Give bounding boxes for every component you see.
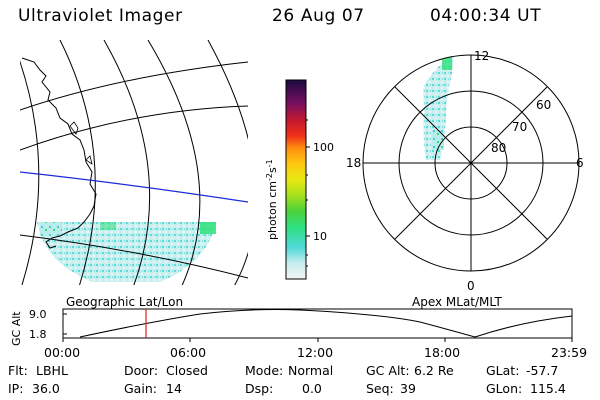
glon-value: 115.4 <box>530 381 566 396</box>
ip-label: IP: <box>8 381 24 396</box>
orbit-xtick-0600: 06:00 <box>170 345 207 360</box>
coastline <box>21 57 97 249</box>
colorbar-unit-label: photon cm-2s-1 <box>265 159 279 240</box>
colorbar-scale <box>285 79 307 280</box>
gc-alt-label: GC Alt: <box>366 363 410 378</box>
mlt-label-18: 18 <box>346 156 361 170</box>
mlat-label-80: 80 <box>491 141 506 155</box>
polar-aurora-image <box>423 56 454 160</box>
orbit-altitude-plot: GC Alt 9.0 1.8 <box>10 308 573 346</box>
orbit-xtick-2359: 23:59 <box>551 345 588 360</box>
geo-swath-bright-mid <box>100 222 116 230</box>
polar-plot: 12 18 6 0 60 70 80 <box>346 49 584 293</box>
parallel-2 <box>20 105 248 151</box>
geographic-map <box>20 40 248 285</box>
orbit-ytick-1-8: 1.8 <box>29 328 47 341</box>
dsp-value: 0.0 <box>302 381 322 396</box>
door-value: Closed <box>166 363 208 378</box>
meridian-4 <box>147 40 201 285</box>
geo-swath-bright-left <box>40 222 62 236</box>
apex-caption: Apex MLat/MLT <box>412 295 502 309</box>
orbit-xtick-0000: 00:00 <box>44 345 81 360</box>
colorbar-label-10: 10 <box>313 230 327 243</box>
filter-value: LBHL <box>36 363 68 378</box>
orbit-xtick-1200: 12:00 <box>297 345 334 360</box>
image-time: 04:00:34 UT <box>430 6 542 26</box>
orbit-ytick-9: 9.0 <box>29 308 47 321</box>
gain-value: 14 <box>166 381 182 396</box>
meridian-1 <box>20 60 40 285</box>
seq-value: 39 <box>400 381 416 396</box>
instrument-title: Ultraviolet Imager <box>18 6 183 26</box>
meridian-2 <box>59 40 96 285</box>
coastline-islands <box>69 121 93 165</box>
geo-swath-bright-right <box>200 222 216 234</box>
image-date: 26 Aug 07 <box>272 6 365 26</box>
mlt-label-00: 0 <box>467 279 475 293</box>
mlat-label-70: 70 <box>512 120 527 134</box>
gain-label: Gain: <box>124 381 157 396</box>
gc-alt-value: 6.2 Re <box>414 363 454 378</box>
parallel-3 <box>20 234 248 279</box>
mlt-label-12: 12 <box>474 49 489 63</box>
ip-value: 36.0 <box>32 381 60 396</box>
glat-label: GLat: <box>486 363 520 378</box>
mlat-label-60: 60 <box>536 98 551 112</box>
mlt-label-06: 6 <box>576 156 584 170</box>
dsp-label: Dsp: <box>245 381 274 396</box>
meridian-3 <box>103 40 151 285</box>
mode-label: Mode: <box>245 363 284 378</box>
orbit-xtick-1800: 18:00 <box>424 345 461 360</box>
mode-value: Normal <box>288 363 334 378</box>
geographic-caption: Geographic Lat/Lon <box>66 295 184 309</box>
door-label: Door: <box>124 363 159 378</box>
filter-label: Flt: <box>8 363 28 378</box>
polar-diagonal-2 <box>394 86 548 240</box>
highlight-latitude-line <box>20 171 248 203</box>
parallel-1 <box>20 61 248 111</box>
glon-label: GLon: <box>486 381 523 396</box>
colorbar-label-100: 100 <box>313 141 334 154</box>
orbit-ylabel: GC Alt <box>10 311 23 346</box>
orbit-altitude-curve <box>79 309 573 338</box>
meridian-5 <box>207 40 248 285</box>
glat-value: -57.7 <box>526 363 559 378</box>
seq-label: Seq: <box>366 381 394 396</box>
